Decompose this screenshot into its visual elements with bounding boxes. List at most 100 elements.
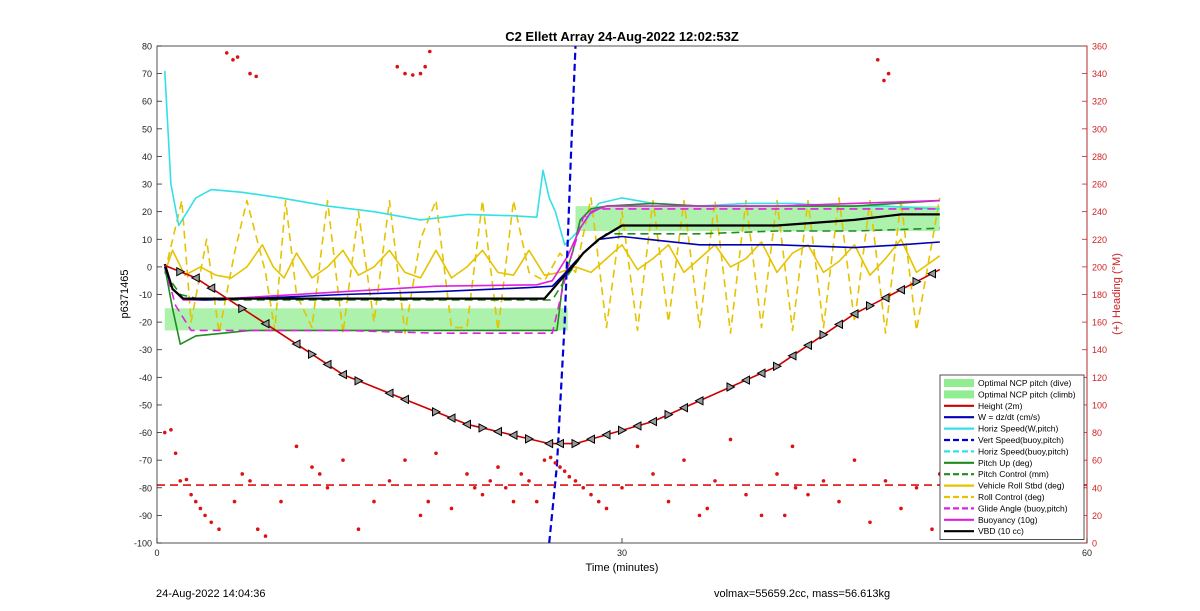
y2-tick-label: 20 bbox=[1092, 511, 1102, 521]
footer-summary: volmax=55659.2cc, mass=56.613kg bbox=[714, 588, 891, 600]
y-tick-label: 50 bbox=[142, 124, 152, 134]
heading-point bbox=[759, 513, 764, 518]
heading-point bbox=[255, 527, 260, 531]
legend-label: Pitch Up (deg) bbox=[978, 458, 1032, 468]
heading-point bbox=[403, 71, 407, 76]
heading-point bbox=[356, 527, 361, 531]
heading-point bbox=[573, 479, 578, 483]
heading-point bbox=[511, 499, 516, 504]
height-marker bbox=[446, 413, 456, 423]
height-marker bbox=[647, 416, 657, 427]
y2-tick-label: 0 bbox=[1092, 539, 1097, 549]
heading-point bbox=[173, 451, 178, 456]
heading-point bbox=[224, 51, 229, 55]
heading-point bbox=[423, 64, 427, 69]
y-tick-label: 40 bbox=[142, 152, 152, 162]
height-marker bbox=[895, 284, 905, 295]
y-tick-label: 10 bbox=[142, 235, 152, 245]
height-marker bbox=[337, 369, 347, 380]
height-marker bbox=[880, 292, 890, 303]
y-tick-label: -90 bbox=[139, 511, 152, 521]
height-marker bbox=[238, 303, 248, 314]
height-marker bbox=[601, 429, 611, 440]
heading-point bbox=[193, 499, 198, 504]
y2-tick-label: 320 bbox=[1092, 97, 1107, 107]
heading-point bbox=[604, 506, 609, 511]
height-marker bbox=[585, 434, 595, 445]
y2-tick-label: 140 bbox=[1092, 345, 1107, 355]
height-marker bbox=[802, 340, 812, 351]
y2-tick-label: 340 bbox=[1092, 69, 1107, 79]
height-marker bbox=[740, 375, 750, 385]
axes: 80706050403020100-10-20-30-40-50-60-70-8… bbox=[134, 42, 1107, 559]
heading-point bbox=[620, 485, 624, 490]
height-marker bbox=[554, 438, 564, 449]
series-pitch-control-dashed bbox=[164, 227, 940, 301]
heading-point bbox=[465, 472, 469, 476]
legend-label: Optimal NCP pitch (dive) bbox=[978, 378, 1072, 388]
heading-points bbox=[162, 49, 942, 538]
chart-title: C2 Ellett Array 24-Aug-2022 12:02:53Z bbox=[505, 29, 739, 44]
y-tick-label: 80 bbox=[142, 42, 152, 52]
height-marker bbox=[260, 318, 270, 329]
height-marker bbox=[819, 329, 829, 340]
heading-point bbox=[793, 485, 798, 490]
height-marker bbox=[508, 430, 518, 441]
heading-point bbox=[914, 485, 919, 490]
heading-point bbox=[562, 469, 567, 474]
height-marker bbox=[571, 438, 581, 449]
y2-tick-label: 280 bbox=[1092, 152, 1107, 162]
heading-point bbox=[868, 520, 872, 525]
y-tick-label: 0 bbox=[147, 262, 152, 272]
y-tick-label: 60 bbox=[142, 97, 152, 107]
heading-point bbox=[217, 527, 221, 531]
heading-point bbox=[426, 499, 431, 504]
heading-point bbox=[596, 499, 601, 504]
heading-point bbox=[567, 474, 572, 479]
y2-tick-label: 360 bbox=[1092, 42, 1107, 52]
heading-point bbox=[235, 55, 240, 59]
series-height-line bbox=[164, 264, 941, 445]
height-marker bbox=[399, 394, 409, 405]
heading-point bbox=[782, 513, 787, 518]
heading-point bbox=[558, 465, 562, 469]
x-tick-label: 60 bbox=[1082, 548, 1092, 558]
heading-point bbox=[240, 472, 245, 476]
y-tick-label: -20 bbox=[139, 318, 152, 328]
heading-point bbox=[184, 477, 189, 482]
heading-point bbox=[666, 499, 671, 504]
heading-point bbox=[775, 472, 779, 476]
height-marker bbox=[525, 434, 535, 444]
heading-point bbox=[248, 479, 252, 483]
height-marker bbox=[384, 388, 394, 399]
heading-point bbox=[418, 513, 423, 518]
height-marker bbox=[291, 339, 301, 349]
heading-point bbox=[651, 472, 655, 476]
legend-box bbox=[939, 374, 1085, 541]
height-marker bbox=[726, 382, 736, 392]
series-roll-line bbox=[164, 238, 941, 279]
height-marker bbox=[694, 395, 704, 406]
y-tick-label: -70 bbox=[139, 456, 152, 466]
ncp-band-climb bbox=[575, 206, 940, 231]
x-tick-label: 0 bbox=[154, 548, 159, 558]
heading-point bbox=[263, 534, 268, 538]
height-marker bbox=[773, 361, 783, 372]
heading-point bbox=[548, 455, 553, 460]
y2-tick-label: 120 bbox=[1092, 373, 1107, 383]
y-tick-label: -100 bbox=[134, 539, 152, 549]
y2-tick-label: 80 bbox=[1092, 428, 1102, 438]
height-marker bbox=[544, 438, 554, 449]
height-marker bbox=[866, 300, 876, 311]
heading-point bbox=[519, 472, 524, 476]
height-marker bbox=[206, 283, 216, 293]
heading-point bbox=[203, 513, 207, 518]
height-markers bbox=[176, 266, 936, 449]
series-w-line bbox=[164, 235, 940, 301]
height-marker bbox=[787, 350, 797, 361]
heading-point bbox=[169, 427, 173, 432]
height-marker bbox=[176, 266, 186, 277]
heading-point bbox=[488, 479, 493, 483]
heading-point bbox=[428, 49, 432, 54]
heading-point bbox=[178, 479, 183, 483]
